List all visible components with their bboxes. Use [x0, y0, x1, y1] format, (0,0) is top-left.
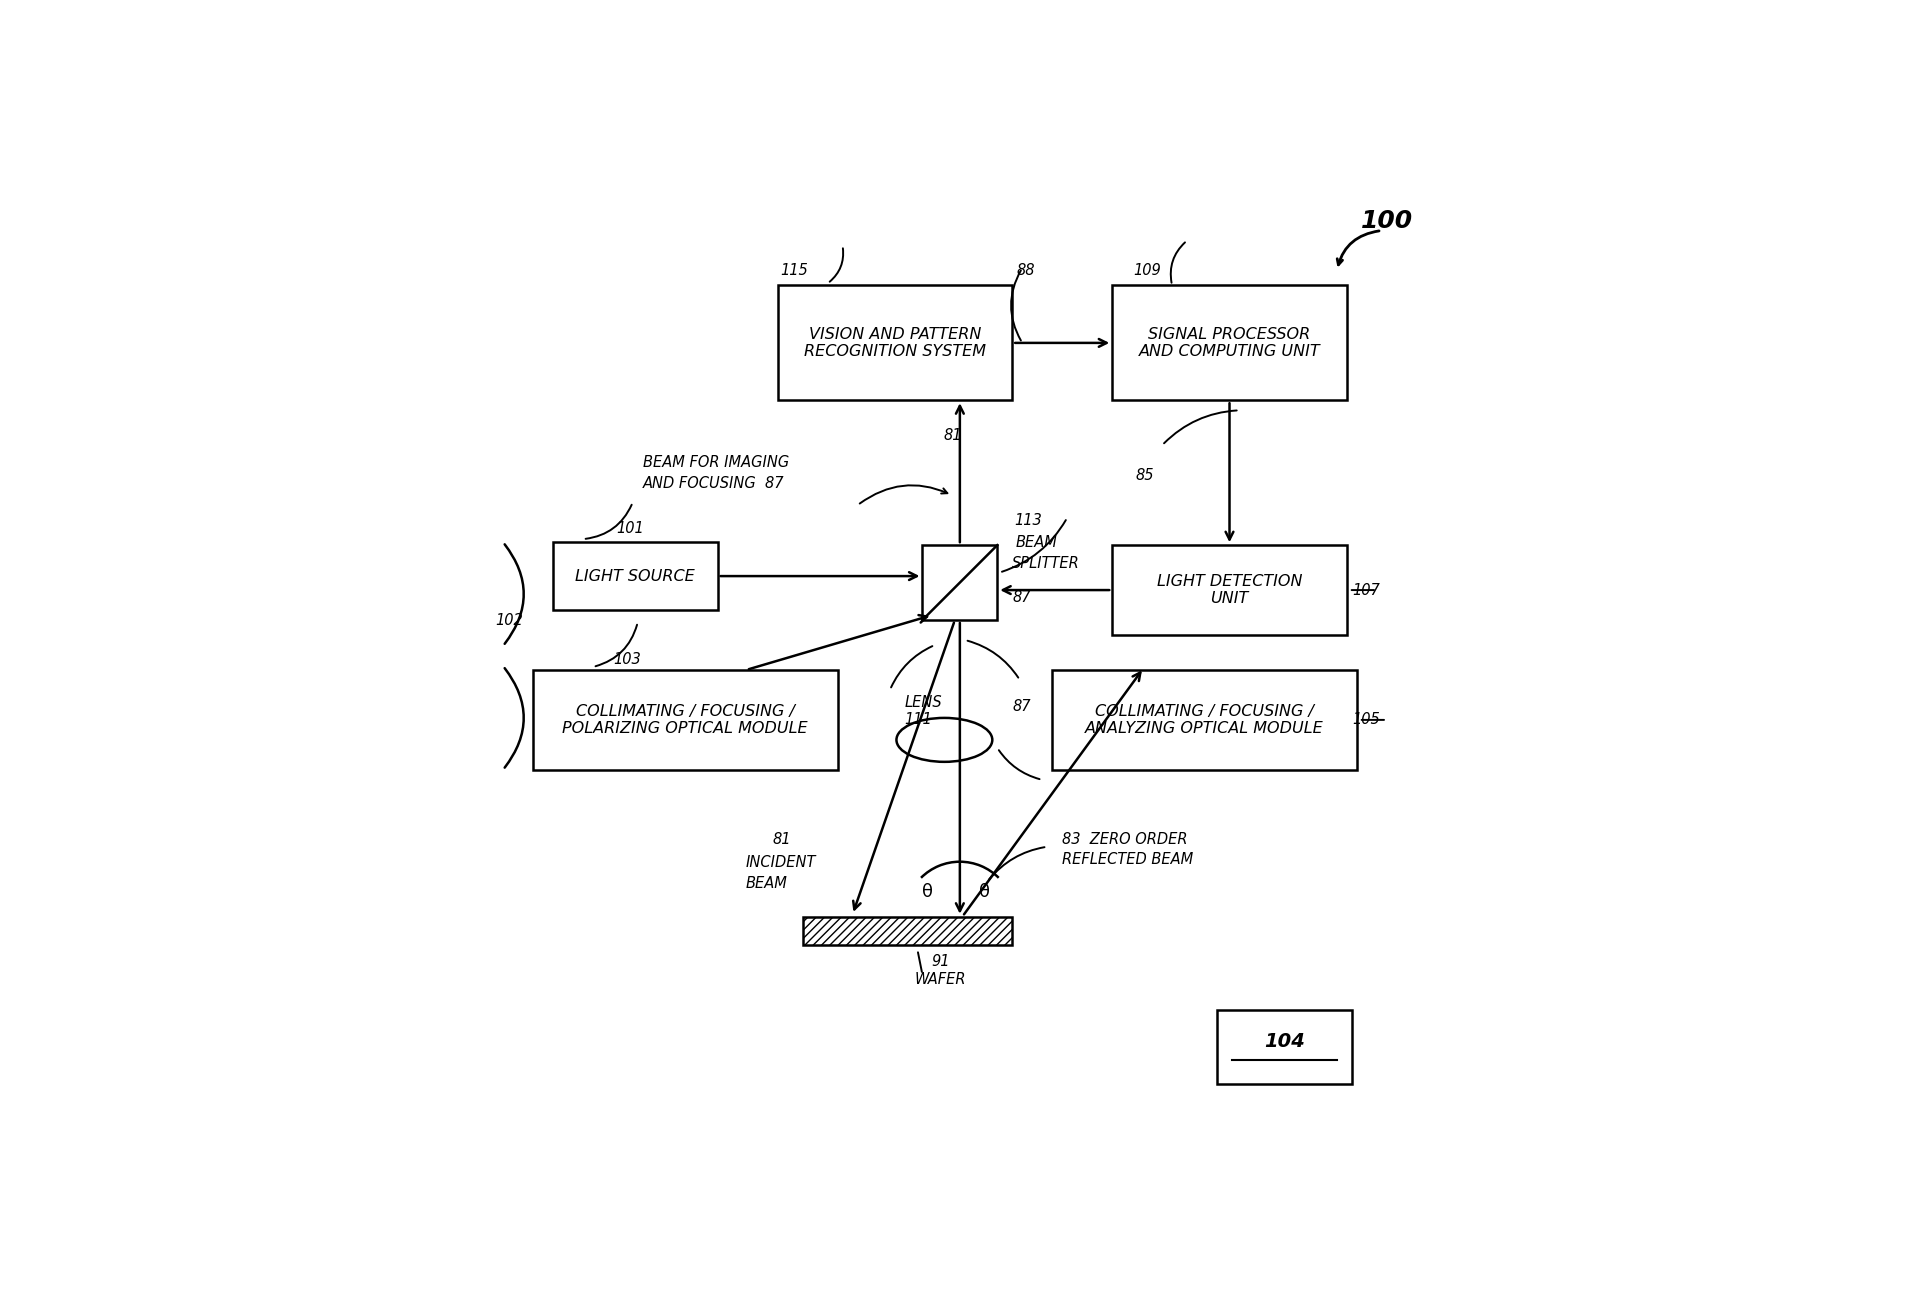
Text: θ: θ — [923, 883, 933, 900]
Text: BEAM FOR IMAGING: BEAM FOR IMAGING — [643, 455, 789, 470]
Text: 104: 104 — [1264, 1032, 1304, 1052]
Text: LIGHT SOURCE: LIGHT SOURCE — [576, 568, 696, 584]
Text: 81: 81 — [944, 428, 961, 442]
Bar — [803, 917, 1013, 944]
Text: SIGNAL PROCESSOR
AND COMPUTING UNIT: SIGNAL PROCESSOR AND COMPUTING UNIT — [1138, 327, 1320, 359]
Text: 87: 87 — [1013, 699, 1032, 715]
Text: REFLECTED BEAM: REFLECTED BEAM — [1062, 852, 1194, 868]
Text: 115: 115 — [780, 263, 809, 278]
Text: LENS: LENS — [904, 695, 942, 711]
Bar — [553, 542, 717, 610]
Text: θ: θ — [980, 883, 990, 900]
Text: 83  ZERO ORDER: 83 ZERO ORDER — [1062, 833, 1188, 847]
Text: 105: 105 — [1352, 712, 1379, 728]
Text: 109: 109 — [1133, 263, 1161, 278]
Text: 81: 81 — [772, 833, 791, 847]
Text: AND FOCUSING  87: AND FOCUSING 87 — [643, 476, 784, 490]
Text: LIGHT DETECTION
UNIT: LIGHT DETECTION UNIT — [1158, 573, 1302, 606]
Text: 100: 100 — [1362, 209, 1413, 232]
Text: WAFER: WAFER — [915, 971, 967, 987]
Text: VISION AND PATTERN
RECOGNITION SYSTEM: VISION AND PATTERN RECOGNITION SYSTEM — [805, 327, 986, 359]
Bar — [1217, 1009, 1352, 1084]
Text: 101: 101 — [616, 520, 643, 536]
Text: 102: 102 — [496, 612, 523, 628]
Text: BEAM: BEAM — [746, 877, 788, 891]
Bar — [1053, 671, 1358, 770]
Bar — [1112, 545, 1346, 636]
Text: COLLIMATING / FOCUSING /
ANALYZING OPTICAL MODULE: COLLIMATING / FOCUSING / ANALYZING OPTIC… — [1085, 704, 1323, 737]
Bar — [778, 285, 1013, 401]
Text: 107: 107 — [1352, 582, 1379, 598]
Ellipse shape — [896, 719, 992, 761]
Text: 85: 85 — [1135, 468, 1154, 482]
Text: 91: 91 — [931, 955, 950, 969]
Text: BEAM: BEAM — [1015, 534, 1056, 550]
Bar — [1112, 285, 1346, 401]
Text: INCIDENT: INCIDENT — [746, 855, 816, 870]
Text: COLLIMATING / FOCUSING /
POLARIZING OPTICAL MODULE: COLLIMATING / FOCUSING / POLARIZING OPTI… — [563, 704, 809, 737]
Bar — [923, 545, 997, 620]
Text: 88: 88 — [1016, 263, 1036, 278]
Bar — [532, 671, 837, 770]
Text: 111: 111 — [904, 712, 933, 728]
Text: 113: 113 — [1015, 512, 1041, 528]
Text: 87: 87 — [1013, 590, 1032, 604]
Text: SPLITTER: SPLITTER — [1013, 555, 1079, 571]
Text: 103: 103 — [612, 652, 641, 668]
